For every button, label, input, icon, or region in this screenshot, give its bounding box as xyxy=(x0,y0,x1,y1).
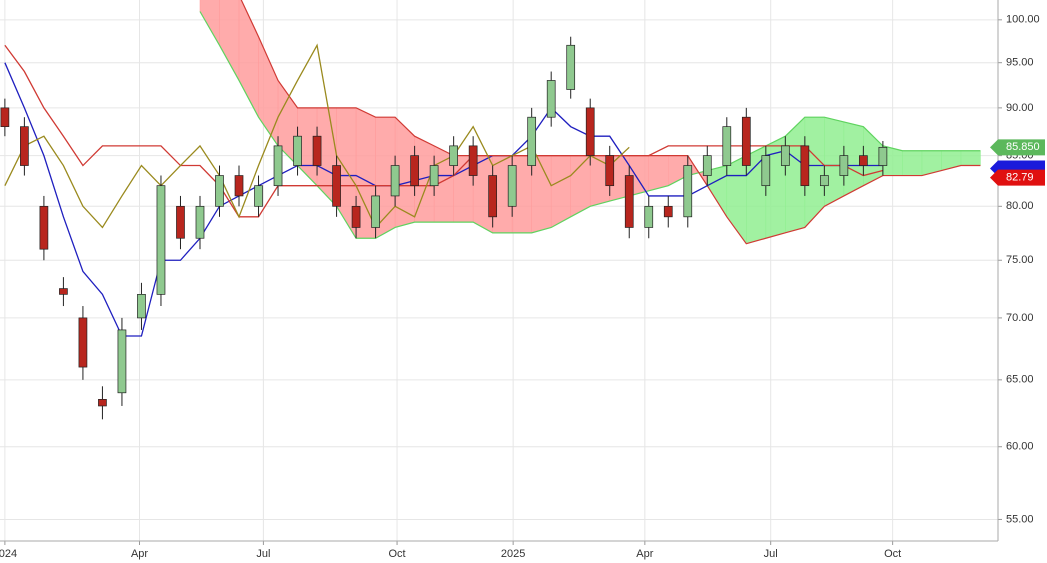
candle-body xyxy=(859,155,868,166)
candle-body xyxy=(371,195,380,228)
x-tick-label: Oct xyxy=(388,548,405,560)
y-tick-label: 80.00 xyxy=(1006,200,1034,212)
cloud-segment xyxy=(219,0,240,82)
indicator-line xyxy=(4,62,883,337)
cloud-segment xyxy=(960,150,981,166)
candle-body xyxy=(605,155,615,187)
candle-body xyxy=(351,205,361,228)
y-tick-label: 75.00 xyxy=(1006,254,1034,266)
x-tick-label: 2024 xyxy=(0,548,17,560)
y-tick-label: 65.00 xyxy=(1006,374,1034,386)
price-tag-label: 85.850 xyxy=(1006,141,1040,153)
x-tick-label: Oct xyxy=(884,548,901,560)
candle-body xyxy=(546,80,556,118)
candle-body xyxy=(722,126,732,166)
x-tick-label: Jul xyxy=(764,548,778,560)
x-tick-label: Jul xyxy=(256,548,270,560)
candle-body xyxy=(39,205,49,250)
candle-body xyxy=(878,146,888,166)
candle-body xyxy=(429,165,439,187)
y-tick-label: 55.00 xyxy=(1006,513,1034,525)
candle-body xyxy=(20,126,29,166)
cloud-segment xyxy=(199,0,220,47)
candle-body xyxy=(800,145,810,187)
candle-body xyxy=(254,185,263,207)
candle-body xyxy=(293,135,302,166)
price-tag-label: 82.79 xyxy=(1006,172,1034,184)
candle-body xyxy=(566,44,576,90)
cloud-span-a xyxy=(199,11,981,239)
y-tick-label: 90.00 xyxy=(1006,102,1034,114)
candle-body xyxy=(137,294,146,319)
candle-body xyxy=(390,165,400,197)
cloud-segment xyxy=(550,155,571,228)
cloud-segment xyxy=(902,150,923,176)
candle-body xyxy=(839,155,849,176)
indicator-line xyxy=(4,43,630,229)
candle-body xyxy=(98,399,107,407)
price-tag xyxy=(990,169,1045,186)
price-tag xyxy=(990,139,1045,156)
candle-body xyxy=(312,135,322,166)
candle-body xyxy=(741,116,751,166)
candle-body xyxy=(702,155,712,176)
indicator-line xyxy=(4,44,884,218)
x-tick-label: Apr xyxy=(131,548,148,560)
candle-body xyxy=(663,205,673,218)
y-tick-label: 100.00 xyxy=(1006,14,1040,26)
candle-body xyxy=(215,175,224,207)
candle-body xyxy=(527,116,537,166)
candle-body xyxy=(410,155,419,187)
candle-body xyxy=(780,145,790,166)
candle-body xyxy=(585,107,595,156)
candle-body xyxy=(819,175,829,187)
y-tick-label: 60.00 xyxy=(1006,441,1034,453)
candle-body xyxy=(78,317,88,368)
x-tick-label: Apr xyxy=(636,548,653,560)
candle-body xyxy=(176,205,185,239)
candle-body xyxy=(273,145,283,187)
candle-body xyxy=(449,145,458,166)
cloud-segment xyxy=(258,36,279,147)
candle-body xyxy=(234,175,244,197)
candle-body xyxy=(59,288,68,295)
candle-body xyxy=(332,165,341,207)
candle-body xyxy=(507,165,517,207)
candle-body xyxy=(761,155,771,187)
plot-area xyxy=(0,0,998,541)
candle-body xyxy=(0,107,10,128)
y-tick-label: 95.00 xyxy=(1006,57,1034,69)
candle-body xyxy=(488,175,498,218)
candle-body xyxy=(624,175,634,228)
candle-body xyxy=(644,205,654,228)
candle-body xyxy=(117,329,127,394)
candle-body xyxy=(195,205,205,239)
candle-body xyxy=(468,145,478,176)
cloud-segment xyxy=(648,155,669,192)
candle-body xyxy=(156,185,166,295)
x-tick-label: 2025 xyxy=(501,548,525,560)
y-tick-label: 70.00 xyxy=(1006,312,1034,324)
candle-body xyxy=(683,165,693,218)
